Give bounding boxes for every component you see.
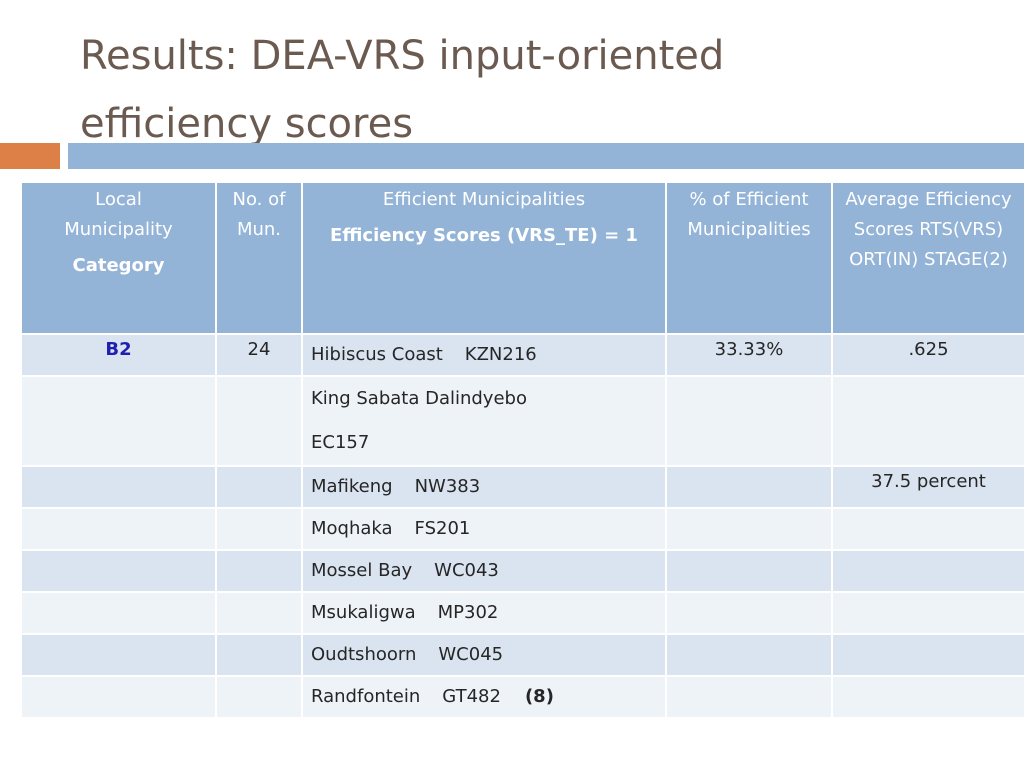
table-row: Moqhaka FS201 [20,507,1024,551]
table-row: Msukaligwa MP302 [20,591,1024,635]
municipality-cell: King Sabata Dalindyebo EC157 [301,375,667,467]
pct-cell: 33.33% [665,333,833,377]
table-row: Oudtshoorn WC045 [20,633,1024,677]
municipality-cell: Moqhaka FS201 [301,507,667,551]
table-row: King Sabata Dalindyebo EC157 [20,375,1024,467]
title-line-2: efficiency scores [80,101,414,147]
municipality-cell: Msukaligwa MP302 [301,591,667,635]
table-row: Randfontein GT482 (8) [20,675,1024,719]
header-avg: Average Efficiency Scores RTS(VRS) ORT(I… [831,181,1024,335]
header-category: Local Municipality Category [20,181,217,335]
results-table: Local Municipality Category No. of Mun. … [20,181,1024,719]
table-row: Mafikeng NW383 37.5 percent [20,465,1024,509]
municipality-cell: Mossel Bay WC043 [301,549,667,593]
header-category-sub: Category [72,255,165,276]
title-line-1: Results: DEA-VRS input-oriented [80,33,725,79]
header-count: No. of Mun. [215,181,303,335]
avg-cell: 37.5 percent [831,465,1024,509]
table-row: B2 24 Hibiscus Coast KZN216 33.33% .625 [20,333,1024,377]
avg-cell: .625 [831,333,1024,377]
count-cell: 24 [215,333,303,377]
slide-title: Results: DEA-VRS input-oriented efficien… [80,22,980,158]
header-efficient-sub: Efficiency Scores (VRS_TE) = 1 [330,225,638,246]
header-row: Local Municipality Category No. of Mun. … [20,181,1024,335]
header-pct: % of Efficient Municipalities [665,181,833,335]
accent-bar-blue [68,143,1024,169]
category-cell: B2 [20,333,217,377]
municipality-cell: Mafikeng NW383 [301,465,667,509]
municipality-cell: Hibiscus Coast KZN216 [301,333,667,377]
accent-bar-orange [0,143,60,169]
municipality-cell: Oudtshoorn WC045 [301,633,667,677]
header-efficient: Efficient Municipalities Efficiency Scor… [301,181,667,335]
municipality-cell: Randfontein GT482 (8) [301,675,667,719]
table-row: Mossel Bay WC043 [20,549,1024,593]
efficient-total: (8) [524,686,554,707]
